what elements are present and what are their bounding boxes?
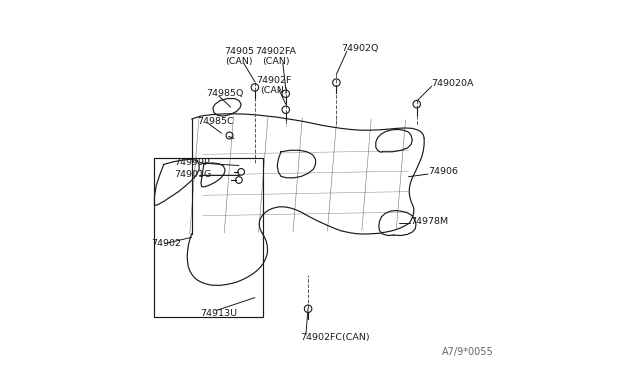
Text: 74902F
(CAN): 74902F (CAN): [256, 76, 291, 95]
Text: 74901G: 74901G: [174, 170, 211, 179]
Text: 74902FA
(CAN): 74902FA (CAN): [255, 47, 296, 66]
Text: 74999P: 74999P: [174, 158, 210, 167]
Text: 74902Q: 74902Q: [342, 44, 379, 53]
Bar: [154, 158, 264, 317]
Text: 749020A: 749020A: [431, 79, 474, 88]
Text: 74905
(CAN): 74905 (CAN): [224, 47, 254, 66]
Text: 74913U: 74913U: [200, 309, 237, 318]
Text: 74985C: 74985C: [197, 117, 234, 126]
Text: A7/9*0055: A7/9*0055: [442, 347, 494, 357]
Text: 74906: 74906: [428, 167, 458, 176]
Text: 74985Q: 74985Q: [206, 89, 243, 98]
Text: 74978M: 74978M: [410, 217, 448, 226]
Text: 74902FC(CAN): 74902FC(CAN): [301, 333, 371, 342]
Text: 74902: 74902: [151, 239, 180, 248]
